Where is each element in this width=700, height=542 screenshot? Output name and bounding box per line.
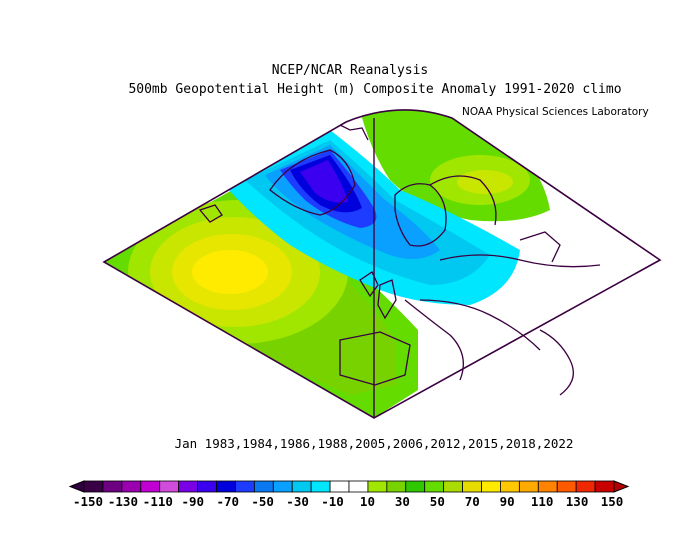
colorbar-swatch	[481, 480, 501, 493]
colorbar-swatch	[537, 480, 558, 493]
map-title: NCEP/NCAR Reanalysis	[271, 63, 429, 78]
colorbar-swatch	[159, 480, 180, 493]
colorbar-tick-label: 70	[465, 494, 480, 509]
colorbar-tick-label: -30	[286, 494, 309, 509]
colorbar-swatch	[405, 480, 426, 493]
colorbar-tick-label: 50	[430, 494, 445, 509]
colorbar-tick-label: -90	[182, 494, 205, 509]
map-subtitle: 500mb Geopotential Height (m) Composite …	[128, 82, 622, 97]
colorbar: -150 -130 -110 -90 -70 -50 -30 -10 10 30 50 70 90 110…	[68, 480, 630, 509]
colorbar-swatch	[443, 480, 463, 493]
colorbar-tick-label: 90	[500, 494, 515, 509]
colorbar-tick-label: 130	[566, 494, 589, 509]
colorbar-tick-label: -70	[216, 494, 239, 509]
colorbar-swatch	[329, 480, 350, 493]
colorbar-swatch	[291, 480, 312, 493]
colorbar-tick-label: -10	[321, 494, 344, 509]
colorbar-swatch	[178, 480, 198, 493]
colorbar-swatch	[121, 480, 142, 493]
colorbar-swatch	[594, 480, 615, 493]
colorbar-tick-label: -150	[73, 494, 103, 509]
colorbar-swatch	[518, 480, 539, 493]
colorbar-swatch	[83, 480, 104, 493]
composite-years-label: Jan 1983,1984,1986,1988,2005,2006,2012,2…	[174, 436, 574, 451]
colorbar-swatch	[367, 480, 388, 493]
colorbar-swatch	[197, 480, 217, 493]
colorbar-swatch	[253, 480, 274, 493]
colorbar-swatch	[462, 480, 482, 493]
colorbar-swatch	[386, 480, 407, 493]
colorbar-swatch	[235, 480, 255, 493]
colorbar-swatch	[216, 480, 236, 493]
colorbar-tick-label: -110	[143, 494, 173, 509]
colorbar-swatch	[500, 480, 520, 493]
colorbar-swatch	[348, 480, 369, 493]
colorbar-swatch	[310, 480, 331, 493]
colorbar-tick-label: 10	[360, 494, 375, 509]
credit-label: NOAA Physical Sciences Laboratory	[462, 106, 649, 118]
colorbar-above-arrow	[613, 480, 630, 493]
colorbar-tick-label: -130	[108, 494, 138, 509]
colorbar-tick-label: 110	[531, 494, 554, 509]
colorbar-swatch	[575, 480, 596, 493]
colorbar-swatch	[102, 480, 123, 493]
colorbar-swatch	[424, 480, 445, 493]
coastlines	[198, 124, 601, 396]
colorbar-swatch	[140, 480, 161, 493]
colorbar-swatch	[556, 480, 577, 493]
colorbar-tick-label: -50	[251, 494, 274, 509]
colorbar-tick-label: 30	[395, 494, 410, 509]
colorbar-swatch	[272, 480, 293, 493]
colorbar-below-arrow	[68, 480, 85, 493]
colorbar-tick-label: 150	[601, 494, 624, 509]
